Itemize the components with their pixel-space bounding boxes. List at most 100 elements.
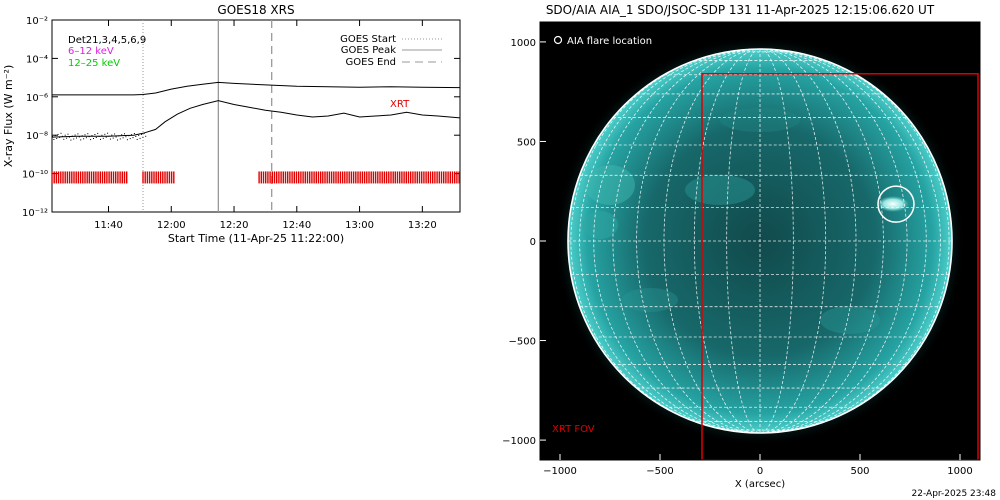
aia-axis-ticks: −1000 −500 0 500 1000 1000 500 0 −500 −1000 [502, 38, 973, 477]
goes-series-line [52, 100, 460, 138]
goes-y-ticks: 10⁻² 10⁻⁴ 10⁻⁶ 10⁻⁸ 10⁻¹⁰ 10⁻¹² [22, 16, 460, 219]
longitude-line [636, 48, 761, 434]
solar-limb [567, 48, 953, 434]
goes-noise-point [124, 133, 125, 135]
goes-noise-point [77, 133, 79, 135]
longitude-line [759, 48, 857, 434]
goes-noise-point [64, 134, 66, 136]
aia-title: SDO/AIA AIA_1 SDO/JSOC-SDP 131 11-Apr-20… [546, 3, 935, 17]
goes-noise-point [105, 136, 107, 138]
longitude-line [612, 48, 761, 434]
goes-noise-point [56, 138, 58, 139]
goes-x-tick-label: 12:40 [282, 220, 311, 231]
goes-noise-point [68, 136, 70, 138]
goes-noise-point [121, 134, 123, 136]
xrt-fov-label: XRT FOV [552, 424, 595, 435]
aia-y-tick-label: 0 [530, 237, 536, 248]
goes-noise-point [141, 133, 142, 135]
goes-noise-point [104, 133, 106, 135]
goes-y-tick-label: 10⁻² [26, 16, 48, 27]
goes-noise-point [81, 135, 83, 137]
goes-noise-point [131, 134, 133, 136]
legend-12-25-kev: 12–25 keV [68, 58, 120, 69]
goes-noise-point [118, 135, 120, 137]
goes-noise-point [76, 137, 77, 139]
goes-noise-point [74, 134, 76, 136]
goes-noise-point [145, 135, 147, 137]
goes-noise-point [94, 134, 96, 135]
goes-noise-point [129, 138, 131, 140]
goes-x-tick-label: 13:20 [408, 220, 437, 231]
longitude-line [759, 48, 927, 434]
goes-noise-point [53, 139, 55, 140]
goes-noise-point [114, 133, 116, 135]
goes-y-tick-label: 10⁻⁶ [26, 93, 48, 104]
goes-noise-point [63, 138, 65, 140]
goes-x-ticks: 11:40 12:00 12:20 12:40 13:00 13:20 [94, 20, 437, 231]
goes-x-tick-label: 13:00 [345, 220, 374, 231]
goes-noise-point [61, 135, 63, 137]
aia-y-tick-label: −500 [509, 337, 536, 348]
goes-noise-point [102, 137, 104, 139]
goes-xrs-chart: GOES18 XRS X-ray Flux (W m⁻²) Start Time… [2, 3, 461, 245]
goes-noise-point [139, 137, 141, 139]
aia-x-tick-label: 500 [850, 466, 869, 477]
goes-noise-point [119, 138, 121, 140]
longitude-line [593, 48, 761, 434]
goes-x-tick-label: 12:20 [220, 220, 249, 231]
goes-noise-point [138, 134, 140, 136]
goes-y-tick-label: 10⁻¹² [22, 208, 48, 219]
goes-noise-point [142, 136, 144, 138]
goes-x-axis-label: Start Time (11-Apr-25 11:22:00) [168, 232, 344, 245]
goes-noise-point [108, 135, 110, 137]
goes-noise-point [59, 136, 61, 138]
goes-noise-point [111, 134, 113, 136]
goes-y-tick-label: 10⁻¹⁰ [22, 170, 48, 181]
goes-noise-point [52, 136, 53, 138]
goes-noise-point [125, 136, 127, 138]
legend-goes-start: GOES Start [340, 34, 396, 45]
goes-noise-point [122, 137, 124, 139]
flare-legend-label: AIA flare location [567, 36, 652, 47]
goes-noise-point [66, 137, 68, 139]
legend-goes-peak: GOES Peak [341, 45, 396, 56]
goes-noise-point [135, 136, 137, 137]
aia-y-tick-label: 500 [517, 137, 536, 148]
longitude-line [759, 48, 941, 434]
goes-noise-point [90, 139, 92, 141]
legend-6-12-kev: 6–12 keV [68, 46, 114, 57]
goes-flux-series [52, 81, 460, 141]
goes-noise-point [67, 133, 69, 135]
goes-y-tick-label: 10⁻⁸ [26, 131, 48, 142]
goes-noise-point [126, 139, 128, 141]
goes-noise-point [97, 132, 99, 134]
goes-noise-point [70, 139, 72, 141]
goes-x-tick-label: 11:40 [94, 220, 123, 231]
xrt-annotation: XRT [390, 99, 410, 110]
aia-x-tick-label: −1000 [543, 466, 577, 477]
goes-noise-point [143, 132, 145, 134]
goes-noise-point [71, 135, 73, 137]
goes-noise-point [107, 132, 109, 134]
longitude-line [759, 48, 908, 434]
goes-noise-point [54, 135, 56, 136]
goes-noise-point [98, 135, 100, 137]
goes-x-tick-label: 12:00 [157, 220, 186, 231]
goes-noise-point [88, 136, 90, 138]
longitude-line [726, 48, 761, 434]
goes-noise-point [93, 138, 94, 139]
aia-x-tick-label: −500 [646, 466, 673, 477]
goes-noise-point [85, 137, 87, 139]
aia-y-tick-label: 1000 [511, 38, 536, 49]
goes-noise-point [133, 133, 135, 134]
goes-noise-point [136, 139, 138, 140]
longitude-line [759, 48, 794, 434]
aia-x-tick-label: 1000 [947, 466, 972, 477]
legend-goes-end: GOES End [346, 57, 396, 68]
goes-noise-point [112, 137, 114, 139]
goes-noise-point [117, 139, 118, 141]
xrt-coverage-ticks [52, 171, 460, 184]
goes-noise-point [101, 134, 103, 136]
goes-noise-point [60, 132, 62, 134]
footer-timestamp: 22-Apr-2025 23:48 [912, 489, 997, 499]
